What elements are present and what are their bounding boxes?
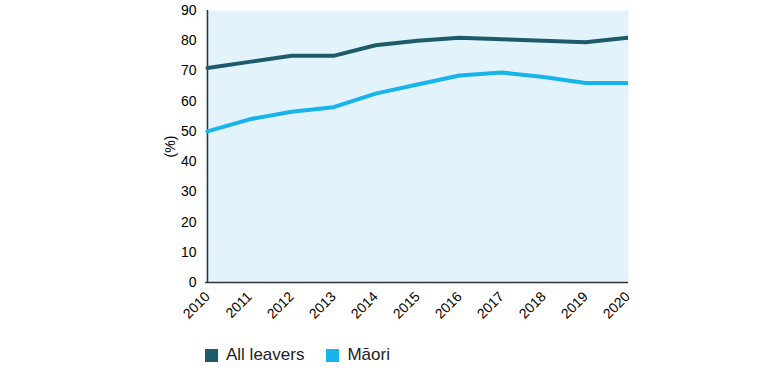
svg-text:70: 70 <box>181 62 197 78</box>
svg-text:2013: 2013 <box>305 288 338 321</box>
svg-text:2017: 2017 <box>473 288 506 321</box>
svg-text:2012: 2012 <box>263 288 296 321</box>
svg-text:2014: 2014 <box>347 288 380 321</box>
svg-text:2010: 2010 <box>179 288 212 321</box>
svg-text:2011: 2011 <box>222 288 255 321</box>
svg-text:(%): (%) <box>162 136 178 158</box>
svg-text:2019: 2019 <box>557 288 590 321</box>
html-text:All leavers: All leavers <box>226 345 305 364</box>
svg-text:2018: 2018 <box>515 288 548 321</box>
svg-text:2015: 2015 <box>389 288 422 321</box>
svg-text:20: 20 <box>181 214 197 230</box>
svg-text:2016: 2016 <box>431 288 464 321</box>
svg-text:90: 90 <box>181 2 197 18</box>
svg-text:40: 40 <box>181 153 197 169</box>
svg-text:0: 0 <box>189 274 197 290</box>
svg-text:30: 30 <box>181 183 197 199</box>
svg-text:2020: 2020 <box>599 288 632 321</box>
svg-text:50: 50 <box>181 123 197 139</box>
svg-text:80: 80 <box>181 32 197 48</box>
svg-text:10: 10 <box>181 244 197 260</box>
svg-text:60: 60 <box>181 93 197 109</box>
html-text:Māori: Māori <box>347 345 390 364</box>
